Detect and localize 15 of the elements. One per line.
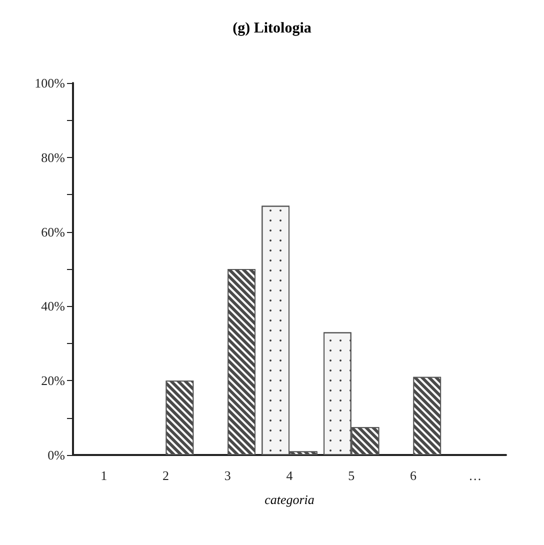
x-tick-label: … xyxy=(468,468,482,483)
y-tick-label: 0% xyxy=(48,448,66,462)
x-tick-label: 1 xyxy=(100,468,108,483)
x-tick-label: 4 xyxy=(286,468,294,483)
x-tick-label: 2 xyxy=(162,468,170,483)
y-tick-label: 60% xyxy=(41,224,66,240)
y-tick-label: 100% xyxy=(34,76,66,90)
x-tick-label: 6 xyxy=(410,468,417,483)
x-tick-label: 3 xyxy=(224,468,231,483)
y-tick-label: 80% xyxy=(41,150,66,165)
x-axis-title: categoria xyxy=(264,492,315,507)
y-tick-label: 20% xyxy=(41,373,66,388)
x-tick-label: 5 xyxy=(348,468,355,483)
chart-title: (g) Litologia xyxy=(232,20,312,36)
y-tick-label: 40% xyxy=(41,298,66,314)
